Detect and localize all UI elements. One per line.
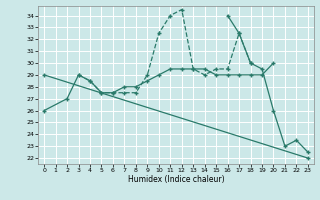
X-axis label: Humidex (Indice chaleur): Humidex (Indice chaleur): [128, 175, 224, 184]
